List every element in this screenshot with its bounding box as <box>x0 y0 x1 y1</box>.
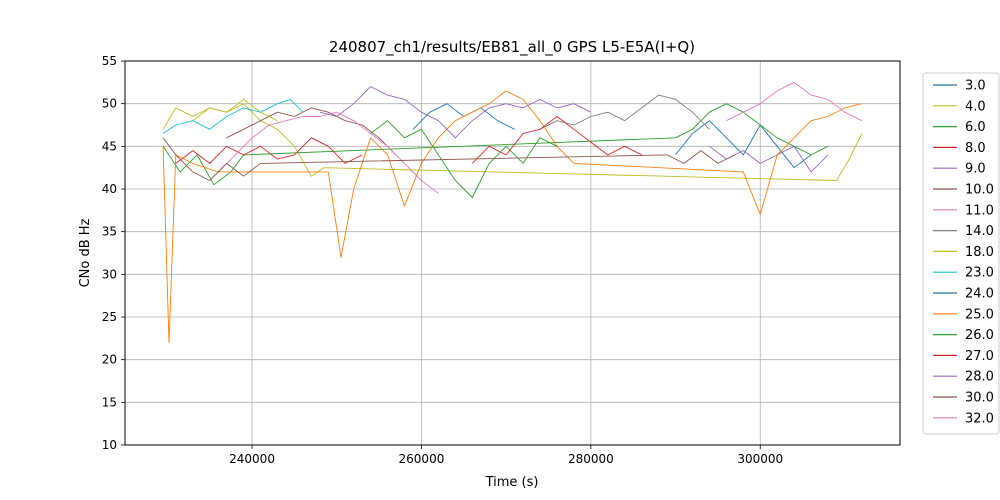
series-line-3-0 <box>675 120 812 169</box>
legend-label: 4.0 <box>965 99 986 114</box>
legend-label: 10.0 <box>965 183 994 198</box>
series-line-11-0 <box>217 111 439 194</box>
legend-label: 25.0 <box>965 307 994 322</box>
series-line-27-0 <box>471 116 642 164</box>
legend-label: 11.0 <box>965 203 994 218</box>
series-line-32-0 <box>726 81 863 122</box>
plot-frame <box>124 60 901 446</box>
legend-label: 23.0 <box>965 266 994 281</box>
y-tick-label: 30 <box>102 267 117 281</box>
x-axis-label: Time (s) <box>485 475 539 490</box>
series-line-18-0 <box>192 98 278 122</box>
legend-label: 6.0 <box>965 120 986 135</box>
x-tick-label: 240000 <box>229 452 275 466</box>
y-tick-label: 40 <box>102 182 117 196</box>
x-tick-label: 300000 <box>737 452 783 466</box>
y-tick-label: 50 <box>102 97 117 111</box>
x-tick-label: 280000 <box>568 452 614 466</box>
legend-label: 3.0 <box>965 79 986 94</box>
series-line-26-0 <box>370 120 558 198</box>
series-line-23-0 <box>162 98 304 134</box>
series-line-4-0 <box>162 103 863 181</box>
x-axis-ticks: 240000 260000 280000 300000 <box>229 445 783 466</box>
y-tick-label: 35 <box>102 225 117 239</box>
legend-label: 32.0 <box>965 411 994 426</box>
series-line-8-0 <box>175 137 363 164</box>
series-line-25-0 <box>162 90 863 344</box>
y-axis-ticks: 10 15 20 25 30 35 40 45 50 55 <box>102 54 125 452</box>
legend-frame <box>922 72 1000 435</box>
y-tick-label: 10 <box>102 438 117 452</box>
legend-label: 9.0 <box>965 162 986 177</box>
y-tick-label: 20 <box>102 353 117 367</box>
x-tick-label: 260000 <box>399 452 445 466</box>
legend-label: 27.0 <box>965 349 994 364</box>
y-tick-label: 45 <box>102 139 117 153</box>
series-line-30-0 <box>162 137 736 181</box>
legend-label: 8.0 <box>965 141 986 156</box>
legend-label: 30.0 <box>965 391 994 406</box>
chart-title: 240807_ch1/results/EB81_all_0 GPS L5-E5A… <box>329 38 695 57</box>
legend-label: 28.0 <box>965 370 994 385</box>
legend-label: 26.0 <box>965 328 994 343</box>
legend: 3.0 4.0 6.0 8.0 9.0 10.0 11.0 14.0 18.0 23.0 24.0 2… <box>922 72 1000 435</box>
legend-label: 18.0 <box>965 245 994 260</box>
series-line-28-0 <box>319 86 592 139</box>
series-line-10-0 <box>226 107 397 156</box>
y-axis-label: CNo dB Hz <box>78 218 93 287</box>
series-layer <box>162 81 863 344</box>
legend-label: 24.0 <box>965 287 994 302</box>
y-tick-label: 55 <box>102 54 117 68</box>
series-line-14-0 <box>539 94 710 130</box>
legend-label: 14.0 <box>965 224 994 239</box>
y-tick-label: 15 <box>102 395 117 409</box>
y-tick-label: 25 <box>102 310 117 324</box>
grid <box>125 60 900 446</box>
series-line-6-0 <box>162 103 829 186</box>
legend-items: 3.0 4.0 6.0 8.0 9.0 10.0 11.0 14.0 18.0 23.0 24.0 2… <box>933 79 994 426</box>
